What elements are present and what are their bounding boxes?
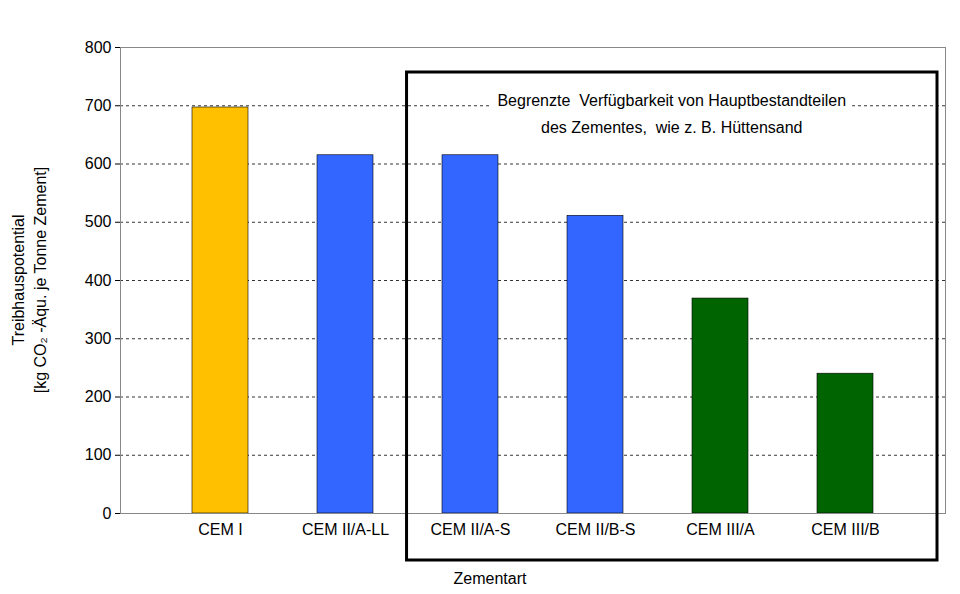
svg-text:CEM III/B: CEM III/B xyxy=(811,521,879,538)
svg-text:CEM III/A: CEM III/A xyxy=(686,521,755,538)
svg-text:600: 600 xyxy=(85,155,112,172)
svg-text:CEM II/B-S: CEM II/B-S xyxy=(555,521,635,538)
svg-text:[kg CO₂ -Äqu. je Tonne Zement]: [kg CO₂ -Äqu. je Tonne Zement] xyxy=(32,167,49,393)
svg-text:CEM II/A-LL: CEM II/A-LL xyxy=(302,521,389,538)
svg-text:CEM I: CEM I xyxy=(198,521,242,538)
svg-text:0: 0 xyxy=(103,505,112,522)
svg-text:Treibhauspotential: Treibhauspotential xyxy=(10,214,27,345)
svg-text:700: 700 xyxy=(85,97,112,114)
svg-text:800: 800 xyxy=(85,39,112,56)
svg-text:100: 100 xyxy=(85,446,112,463)
svg-text:300: 300 xyxy=(85,330,112,347)
svg-text:200: 200 xyxy=(85,388,112,405)
svg-text:Begrenzte Verfügbarkeit von H: Begrenzte Verfügbarkeit von Hauptbestand… xyxy=(497,92,846,136)
svg-text:CEM II/A-S: CEM II/A-S xyxy=(430,521,510,538)
svg-text:Zementart: Zementart xyxy=(454,570,527,587)
svg-text:400: 400 xyxy=(85,272,112,289)
svg-text:500: 500 xyxy=(85,213,112,230)
